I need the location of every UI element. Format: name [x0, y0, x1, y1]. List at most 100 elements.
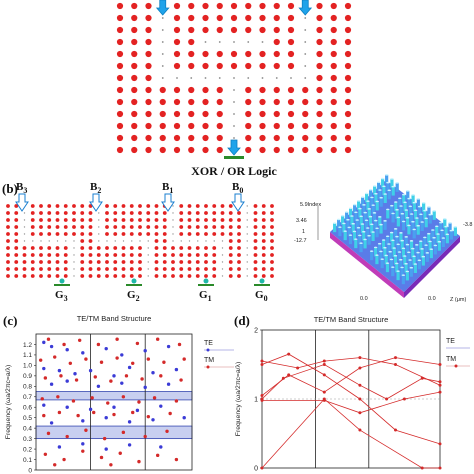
dielectric-rod [187, 211, 192, 215]
rod-top [379, 223, 383, 226]
rod-top [346, 218, 350, 221]
rod-pillar [406, 190, 410, 200]
dielectric-rod [96, 253, 101, 257]
dielectric-rod [138, 204, 142, 208]
rod-top [379, 250, 383, 253]
dielectric-rod [253, 204, 258, 208]
rod-top [401, 220, 406, 223]
legend-te-marker [206, 348, 210, 352]
input-label-1: B2 [90, 181, 101, 195]
data-point-tm [121, 430, 126, 435]
data-point-tm [287, 373, 291, 377]
dielectric-rod [202, 26, 209, 34]
dielectric-rod [129, 218, 134, 222]
dielectric-rod [212, 253, 217, 257]
dielectric-rod [270, 239, 274, 243]
rod-pillar [412, 229, 416, 239]
background-rod [304, 29, 307, 31]
dielectric-rod [146, 225, 151, 229]
rod-top [401, 247, 406, 250]
rod-pillar [337, 219, 341, 229]
rod-top [396, 216, 401, 219]
rod-pillar [411, 248, 415, 258]
rod-top [364, 192, 369, 195]
dielectric-rod [162, 267, 167, 271]
dielectric-rod [30, 274, 35, 278]
dielectric-rod [113, 232, 118, 236]
rod-pillar [378, 243, 382, 253]
rod-pillar [367, 235, 371, 245]
data-point-tm [155, 337, 160, 341]
dielectric-rod [316, 26, 323, 34]
dielectric-rod [131, 14, 138, 22]
dielectric-rod [330, 110, 337, 118]
dielectric-rod [261, 211, 266, 215]
rod-top [404, 236, 408, 238]
rod-pillar [390, 232, 394, 242]
background-rod [233, 89, 235, 91]
rod-pillar [390, 178, 394, 188]
rod-top [391, 266, 395, 268]
dielectric-rod [105, 260, 109, 264]
tick-label: -3.8 [463, 222, 472, 228]
dielectric-rod [195, 225, 200, 229]
dielectric-rod [302, 122, 309, 130]
dielectric-rod [173, 38, 181, 46]
dielectric-rod [202, 122, 209, 130]
dielectric-rod [121, 267, 126, 271]
dielectric-rod [195, 260, 200, 264]
dielectric-rod [179, 204, 184, 208]
dielectric-rod [162, 239, 167, 243]
rod-top [391, 239, 395, 242]
data-point-te [112, 405, 116, 409]
dielectric-rod [63, 246, 68, 250]
output-label-0: G3 [55, 289, 68, 303]
rod-top [368, 215, 373, 218]
dielectric-rod [116, 26, 124, 34]
rod-pillar [391, 213, 395, 223]
panel-b-3d-render: 5.9Index 3.46 1 -12.7 -3.8 0.0 0.0 Z (μm) [294, 174, 472, 303]
dielectric-rod [14, 267, 19, 271]
data-point-te [151, 418, 155, 422]
data-point-te [42, 340, 46, 345]
band-line [261, 364, 441, 400]
rod-pillar [374, 220, 378, 230]
rod-top [403, 255, 407, 257]
dielectric-rod [273, 110, 280, 118]
dielectric-rod [63, 218, 68, 222]
rod-pillar [342, 223, 346, 233]
dielectric-rod [344, 2, 352, 10]
dielectric-rod [145, 38, 152, 46]
rod-top [409, 266, 414, 269]
dielectric-rod [259, 146, 266, 154]
rod-pillar [349, 208, 353, 218]
dielectric-rod [113, 274, 118, 278]
rod-top [413, 209, 418, 212]
dielectric-rod [245, 86, 252, 94]
background-rod [73, 240, 75, 242]
rod-top [427, 232, 431, 235]
background-rod [221, 268, 224, 270]
dielectric-rod [253, 232, 258, 236]
rod-top [425, 252, 430, 254]
dielectric-rod [187, 253, 192, 257]
rod-pillar [407, 225, 411, 235]
y-tick-label: 0 [254, 466, 258, 473]
chart-d-title: TE/TM Band Structure [314, 315, 389, 324]
data-point-tm [42, 413, 46, 418]
dielectric-rod [302, 134, 309, 142]
rod-pillar [399, 206, 403, 215]
dielectric-rod [259, 110, 266, 118]
dielectric-rod [162, 211, 167, 215]
dielectric-rod [47, 218, 52, 222]
data-point-tm [165, 429, 169, 433]
rod-top [445, 233, 450, 236]
dielectric-rod [80, 218, 85, 222]
rod-top [381, 239, 386, 241]
dielectric-rod [188, 2, 195, 10]
rod-top [394, 201, 398, 203]
dielectric-rod [159, 86, 166, 94]
data-point-te [151, 371, 155, 375]
dielectric-rod [63, 204, 68, 208]
dielectric-rod [154, 218, 159, 222]
